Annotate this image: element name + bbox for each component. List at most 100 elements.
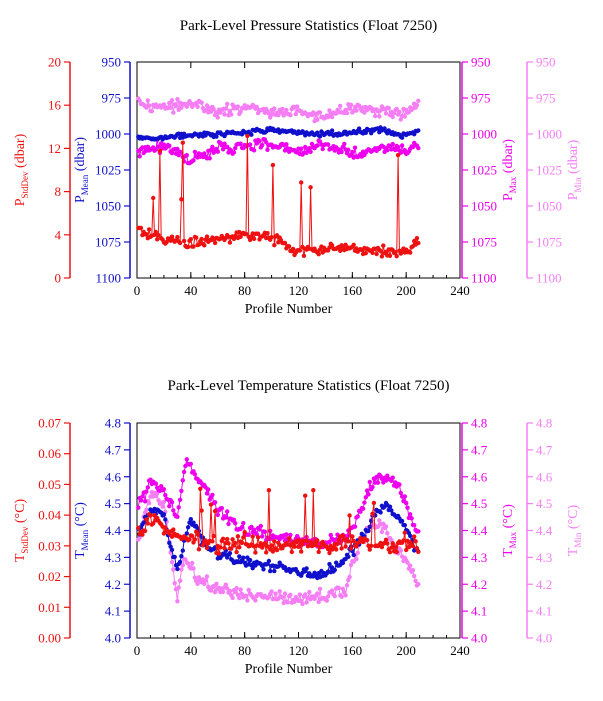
mean-point	[237, 554, 242, 559]
mean-point	[261, 567, 266, 572]
stddev-tick-label: 20	[48, 55, 61, 70]
min-point	[144, 507, 149, 513]
max-point	[246, 532, 251, 537]
mean-point	[351, 552, 356, 558]
max-point	[404, 500, 409, 506]
stddev-point	[299, 549, 304, 554]
stddev-point	[227, 240, 233, 245]
min-tick-label: 4.7	[536, 442, 553, 457]
stddev-point	[414, 546, 420, 551]
stddev-point	[253, 550, 258, 555]
min-point	[284, 107, 289, 113]
min-point	[402, 114, 407, 119]
min-point	[280, 106, 285, 112]
stddev-point	[416, 240, 421, 246]
max-point	[239, 524, 245, 530]
stddev-point	[395, 152, 401, 158]
max-point	[210, 492, 215, 498]
stddev-point	[379, 544, 385, 550]
max-point	[215, 512, 220, 518]
min-tick-label: 1075	[536, 235, 562, 250]
x-tick-label: 200	[396, 283, 416, 298]
stddev-point	[230, 537, 235, 542]
stddev-point	[212, 240, 218, 246]
plot-frame	[136, 422, 461, 639]
min-point	[324, 598, 329, 603]
min-tick-label: 950	[536, 55, 556, 70]
stddev-point	[277, 542, 282, 548]
stddev-point	[374, 251, 379, 257]
max-point	[364, 488, 370, 493]
max-point	[299, 146, 304, 151]
min-point	[373, 113, 378, 119]
max-point	[339, 149, 344, 155]
min-point	[300, 601, 305, 607]
mean-tick-label: 4.8	[105, 416, 121, 431]
min-point	[175, 599, 180, 604]
min-point	[246, 587, 251, 593]
min-point	[348, 102, 354, 108]
min-point	[316, 599, 321, 605]
min-point	[414, 103, 420, 108]
mean-point	[268, 568, 273, 574]
max-tick-label: 4.2	[471, 577, 487, 592]
min-point	[412, 573, 417, 579]
max-point	[320, 146, 325, 152]
min-point	[379, 529, 385, 535]
mean-point	[408, 533, 413, 539]
min-point	[149, 109, 154, 114]
max-point	[145, 485, 150, 490]
min-point	[293, 111, 298, 117]
max-point	[393, 147, 398, 153]
min-point	[229, 112, 234, 117]
max-tick-label: 4.4	[471, 523, 488, 538]
max-point	[288, 532, 293, 538]
stddev-point	[202, 243, 207, 248]
mean-axis-title: PMean (dbar)	[73, 137, 90, 203]
mean-point	[167, 540, 172, 546]
stddev-point	[152, 513, 157, 518]
max-point	[202, 151, 207, 156]
min-point	[180, 563, 185, 568]
mean-point	[184, 531, 189, 536]
min-point	[315, 117, 320, 122]
stddev-point	[351, 242, 356, 247]
max-tick-label: 4.8	[471, 416, 487, 431]
min-point	[383, 524, 389, 529]
stddev-point	[216, 551, 222, 556]
stddev-point	[199, 236, 204, 242]
stddev-point	[187, 537, 192, 542]
stddev-point	[340, 533, 346, 538]
max-point	[161, 487, 167, 492]
stddev-point	[153, 229, 158, 235]
x-tick-label: 80	[238, 283, 251, 298]
stddev-point	[367, 547, 372, 552]
mean-point	[222, 552, 227, 557]
mean-point	[247, 557, 253, 563]
max-point	[247, 142, 253, 147]
max-tick-label: 950	[471, 55, 491, 70]
min-point	[312, 596, 317, 601]
min-point	[339, 594, 344, 599]
max-point	[284, 142, 289, 147]
min-point	[223, 106, 228, 111]
mean-point	[191, 520, 196, 525]
max-point	[367, 479, 372, 485]
stddev-point	[316, 549, 321, 555]
max-point	[327, 539, 332, 545]
max-point	[375, 480, 381, 485]
mean-point	[399, 518, 405, 524]
stddev-point	[262, 541, 268, 546]
stddev-point	[348, 546, 354, 551]
stddev-point	[237, 545, 242, 550]
min-point	[161, 102, 167, 107]
stddev-point	[270, 162, 276, 168]
mean-point	[272, 568, 277, 574]
min-point	[317, 110, 323, 115]
min-point	[176, 585, 181, 590]
max-point	[233, 146, 238, 151]
stddev-tick-label: 0.02	[38, 569, 61, 584]
min-tick-label: 4.2	[536, 577, 552, 592]
stddev-tick-label: 16	[48, 98, 62, 113]
stddev-point	[204, 545, 210, 551]
